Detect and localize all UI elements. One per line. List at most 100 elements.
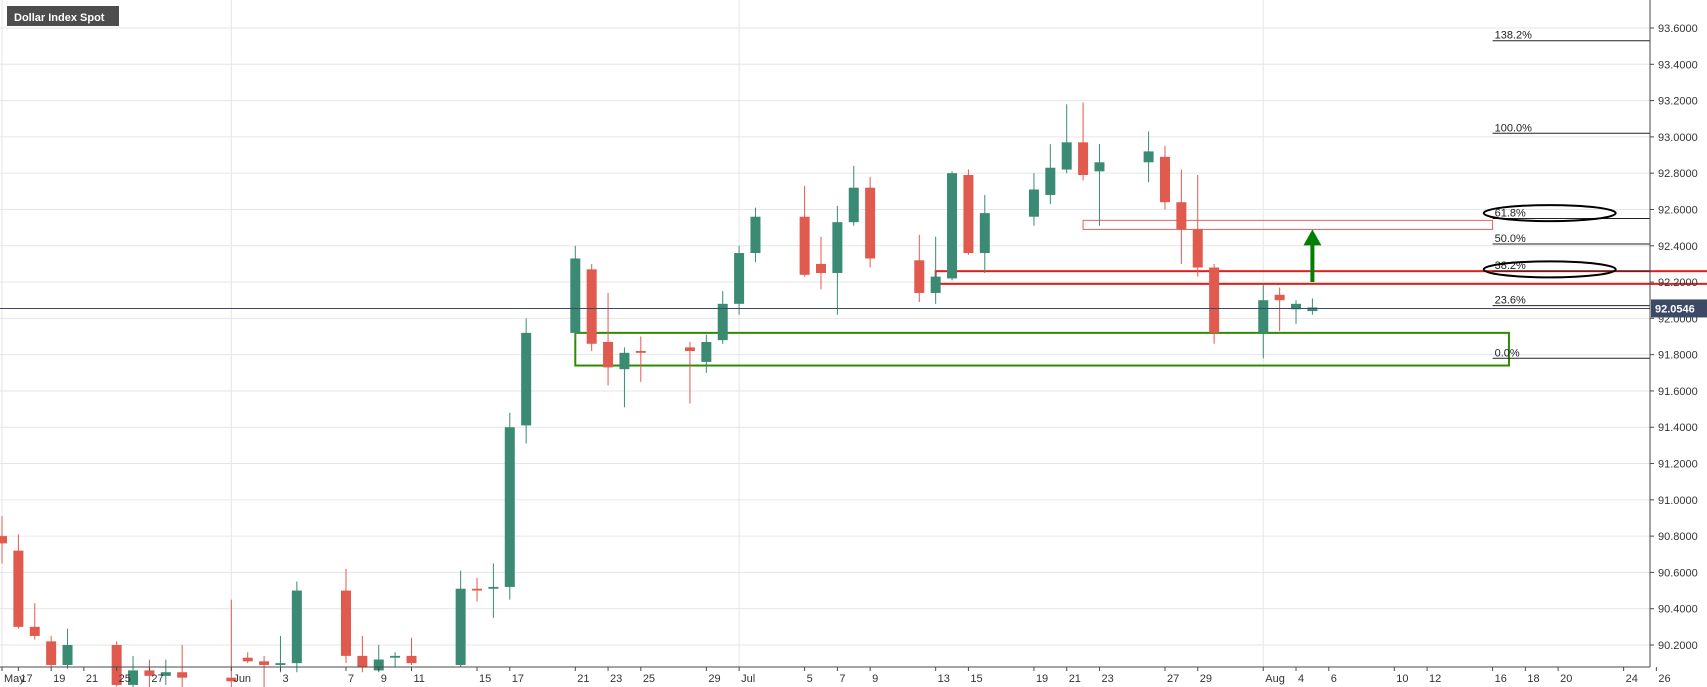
x-tick-label: 6 (1331, 673, 1337, 685)
x-tick-label: 25 (643, 673, 655, 685)
x-tick-label: 25 (119, 673, 131, 685)
candle-body (1159, 156, 1170, 203)
candle-body (684, 347, 695, 352)
candle-body (979, 213, 990, 254)
x-tick-label: 27 (1167, 673, 1179, 685)
y-tick-label: 93.6000 (1658, 23, 1698, 35)
candle-body (62, 645, 73, 665)
x-tick-label: 21 (577, 673, 589, 685)
candle-body (750, 216, 761, 254)
candle-body (816, 263, 826, 273)
candle-body (717, 303, 728, 341)
y-tick-label: 91.2000 (1658, 459, 1698, 471)
x-tick-label: 20 (1560, 673, 1572, 685)
candle-body (619, 352, 630, 370)
support-zone (574, 331, 1510, 367)
y-tick-label: 92.8000 (1658, 168, 1698, 180)
candle-body (29, 626, 40, 636)
resistance-zone-upper (1082, 219, 1494, 230)
candle-body (357, 655, 368, 667)
x-tick-label: May (4, 673, 25, 685)
y-tick-label: 90.6000 (1658, 567, 1698, 579)
candle-body (144, 670, 155, 676)
x-tick-label: 29 (708, 673, 720, 685)
candle-body (406, 655, 417, 664)
candle-body (275, 663, 286, 665)
candle-body (1258, 300, 1269, 333)
candle-body (1176, 202, 1187, 230)
candle-body (1274, 294, 1285, 301)
x-tick-label: 17 (512, 673, 524, 685)
y-tick-label: 90.8000 (1658, 531, 1698, 543)
y-tick-label: 91.4000 (1658, 422, 1698, 434)
candle-body (848, 187, 859, 223)
candle-body (914, 260, 925, 293)
x-tick-label: 26 (1658, 673, 1670, 685)
x-tick-label: 9 (872, 673, 878, 685)
x-tick-label: 15 (970, 673, 982, 685)
chart-title: Dollar Index Spot (7, 6, 119, 26)
fib-label: 50.0% (1495, 233, 1526, 245)
candle-body (242, 657, 253, 662)
fib-label: 100.0% (1495, 122, 1533, 134)
grid-layer (0, 0, 1650, 667)
y-tick-label: 93.4000 (1658, 59, 1698, 71)
x-tick-label: 21 (1069, 673, 1081, 685)
candle-body (635, 351, 646, 353)
x-tick-label: 23 (1101, 673, 1113, 685)
candle-body (701, 341, 712, 362)
fib-label: 138.2% (1495, 30, 1533, 42)
candle-body (799, 216, 810, 275)
x-tick-label: 15 (479, 673, 491, 685)
x-tick-label: 27 (151, 673, 163, 685)
y-tick-label: 93.0000 (1658, 132, 1698, 144)
candle-body (586, 269, 597, 344)
candle-body (111, 645, 122, 685)
candle-body (455, 588, 466, 665)
candle-body (603, 341, 614, 368)
x-tick-label: Aug (1265, 673, 1285, 685)
candle-body (1078, 142, 1089, 175)
candle-body (1045, 167, 1056, 195)
candle-body (865, 187, 876, 259)
x-tick-label: 16 (1495, 673, 1507, 685)
x-tick-label: 19 (1036, 673, 1048, 685)
candle-body (1028, 189, 1039, 217)
fib-highlight-ellipse (1482, 260, 1617, 279)
candle-body (373, 659, 384, 671)
green-arrow-head (1303, 229, 1322, 246)
candle-body (340, 590, 351, 656)
x-tick-label: Jun (233, 673, 251, 685)
fib-label: 0.0% (1495, 347, 1520, 359)
candle-body (291, 590, 302, 664)
y-tick-label: 90.4000 (1658, 604, 1698, 616)
candle-body (1094, 162, 1105, 172)
candle-body (1192, 229, 1203, 268)
y-tick-label: 92.2000 (1658, 277, 1698, 289)
candle-body (570, 258, 581, 333)
candle-body (947, 173, 958, 279)
fib-highlight-ellipse (1482, 204, 1617, 223)
x-tick-label: 18 (1527, 673, 1539, 685)
current-price-tag (1651, 299, 1707, 318)
candles (0, 102, 1318, 687)
y-tick-label: 92.4000 (1658, 241, 1698, 253)
candle-body (734, 253, 745, 304)
candle-body (832, 222, 843, 273)
candle-body (46, 641, 57, 665)
y-tick-label: 90.2000 (1658, 640, 1698, 652)
candle-body (1307, 307, 1318, 312)
y-tick-label: 91.8000 (1658, 350, 1698, 362)
fib-label: 61.8% (1495, 208, 1526, 220)
x-tick-label: 29 (1200, 673, 1212, 685)
x-tick-label: 12 (1429, 673, 1441, 685)
candle-body (504, 427, 515, 587)
x-tick-label: 23 (610, 673, 622, 685)
x-tick-label: 10 (1396, 673, 1408, 685)
candle-body (1291, 303, 1302, 310)
annotations (0, 204, 1650, 309)
candle-body (128, 670, 139, 685)
